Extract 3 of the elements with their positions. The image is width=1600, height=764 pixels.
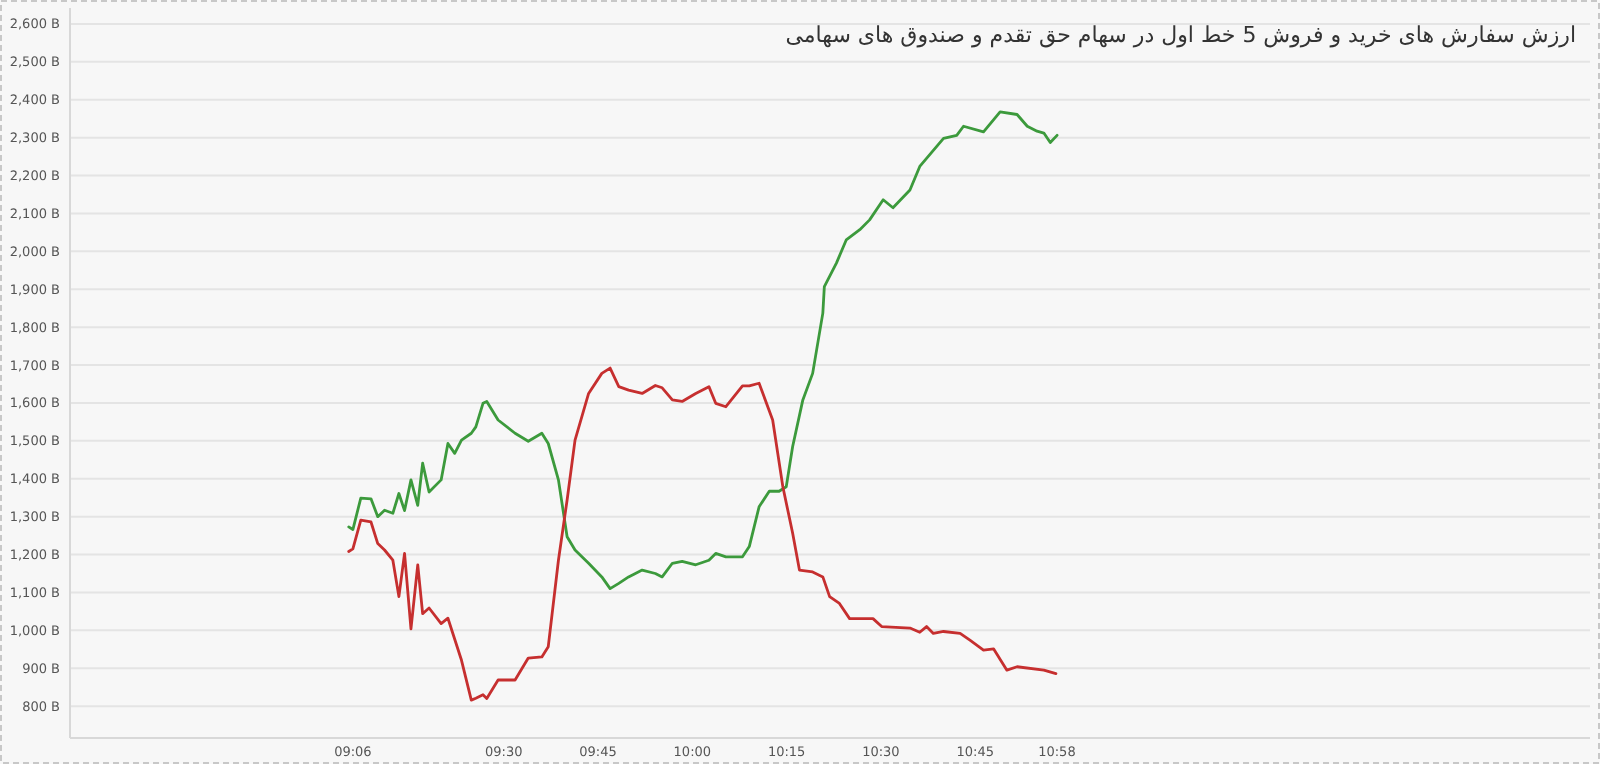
text: ارزش سفارش های خرید و فروش 5 خط اول در سهام حق تقدم و صندوق های سهامی — [785, 22, 1576, 48]
line-series — [347, 110, 1059, 591]
line-series — [347, 366, 1058, 702]
